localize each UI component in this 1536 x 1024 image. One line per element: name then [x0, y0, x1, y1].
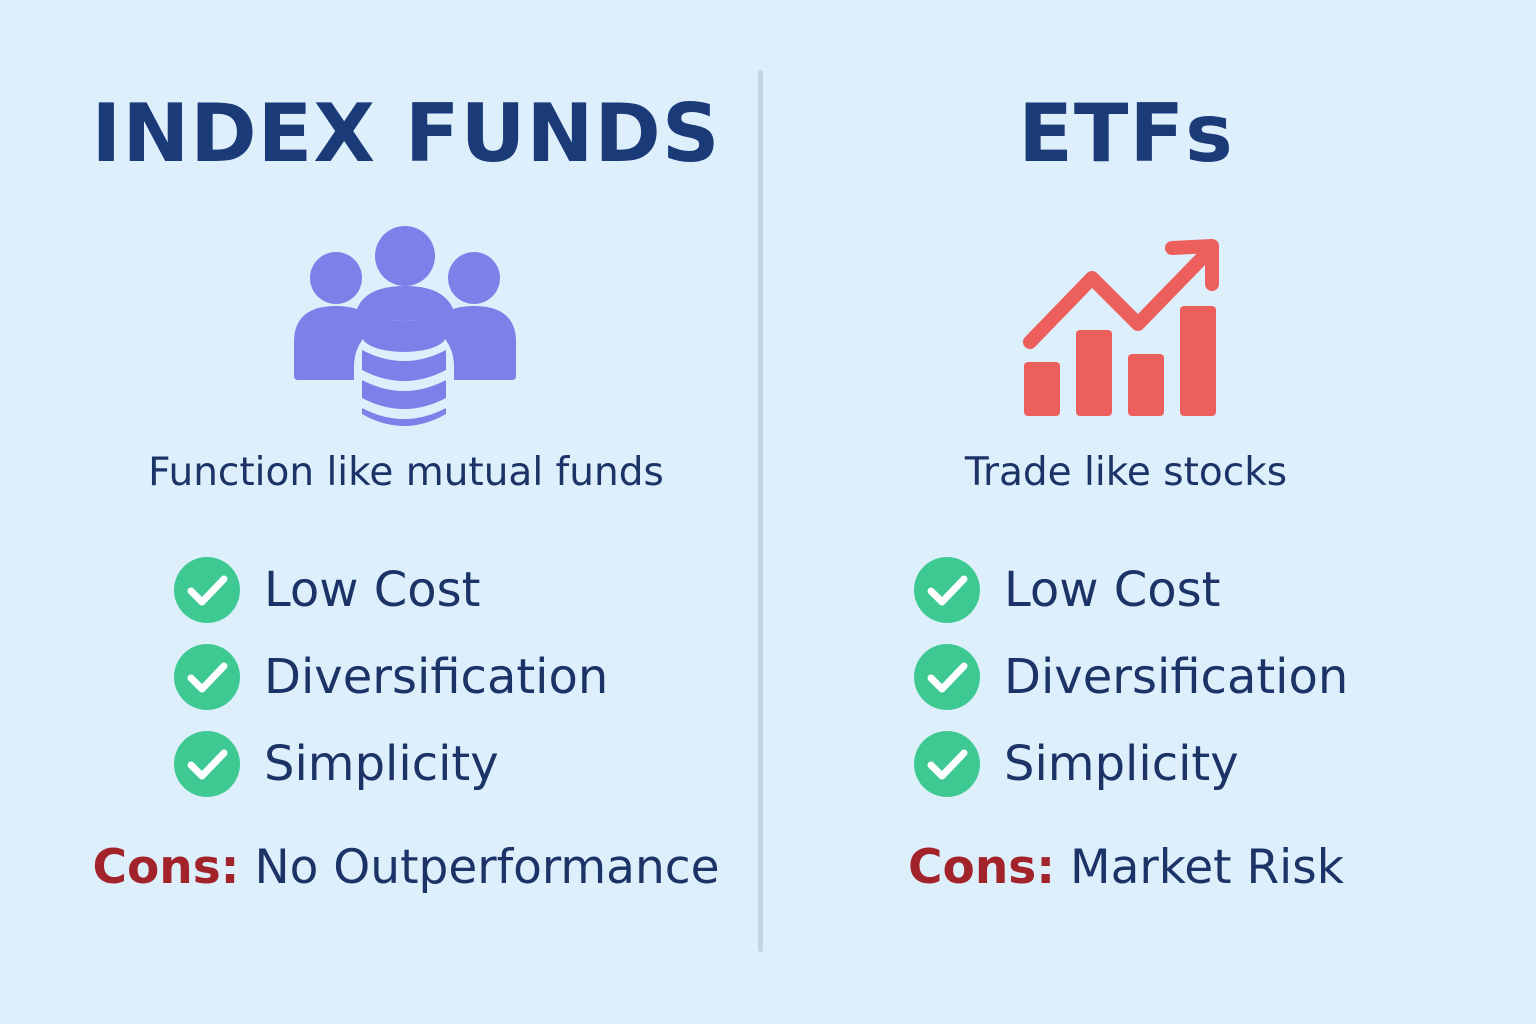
benefit-item: Simplicity — [914, 720, 1348, 807]
check-circle-icon — [174, 643, 240, 710]
cons-line: Cons: No Outperformance — [36, 838, 776, 898]
benefit-item: Low Cost — [914, 546, 1348, 633]
cons-line: Cons: Market Risk — [756, 838, 1496, 898]
benefit-label: Simplicity — [1004, 735, 1239, 792]
check-circle-icon — [914, 643, 980, 710]
check-circle-icon — [914, 556, 980, 623]
cons-text: No Outperformance — [254, 840, 720, 895]
people-coins-icon — [292, 224, 524, 436]
benefits-list: Low Cost Diversification Simplicity — [174, 546, 608, 807]
benefit-label: Low Cost — [1004, 561, 1221, 618]
cons-text: Market Risk — [1070, 840, 1344, 895]
check-circle-icon — [174, 556, 240, 623]
benefit-item: Diversification — [174, 633, 608, 720]
benefit-label: Simplicity — [264, 735, 499, 792]
panel-title: INDEX FUNDS — [91, 87, 721, 180]
benefit-label: Diversification — [1004, 648, 1349, 705]
panel-title: ETFs — [1018, 87, 1234, 180]
benefits-list: Low Cost Diversification Simplicity — [914, 546, 1348, 807]
benefit-item: Simplicity — [174, 720, 608, 807]
benefit-label: Diversification — [264, 648, 609, 705]
benefit-item: Low Cost — [174, 546, 608, 633]
check-circle-icon — [174, 730, 240, 797]
cons-prefix: Cons: — [908, 840, 1056, 895]
center-divider — [758, 70, 763, 952]
chart-up-arrow-icon — [1022, 238, 1222, 418]
benefit-item: Diversification — [914, 633, 1348, 720]
etfs-panel: ETFs Trade like stocks Low Co — [756, 0, 1496, 1024]
cons-prefix: Cons: — [92, 840, 240, 895]
check-circle-icon — [914, 730, 980, 797]
panel-subtitle: Function like mutual funds — [148, 450, 664, 495]
index-funds-panel: INDEX FUNDS — [36, 0, 776, 1024]
benefit-label: Low Cost — [264, 561, 481, 618]
panel-subtitle: Trade like stocks — [964, 450, 1288, 495]
